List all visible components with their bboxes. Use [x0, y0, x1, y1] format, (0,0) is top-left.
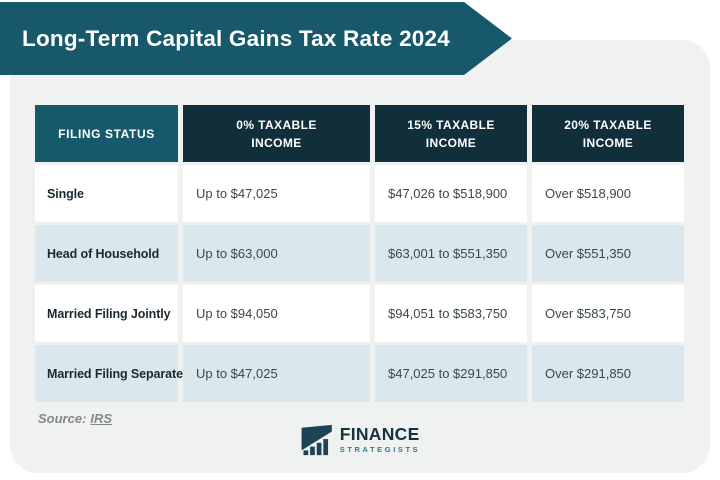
table-cell: $94,051 to $583,750	[375, 285, 527, 342]
table-cell: Over $291,850	[532, 345, 684, 402]
header-20-percent-taxable-income: 20% TAXABLE INCOME	[532, 105, 684, 162]
row-label-single: Single	[35, 165, 178, 222]
table-cell: Up to $94,050	[183, 285, 370, 342]
source-label: Source:	[38, 411, 87, 426]
table-cell: Up to $63,000	[183, 225, 370, 282]
finance-strategists-logo: FINANCE STRATEGISTS	[300, 423, 421, 457]
header-filing-status: FILING STATUS	[35, 105, 178, 162]
tax-rate-table: FILING STATUS 0% TAXABLE INCOME 15% TAXA…	[35, 105, 684, 402]
table-cell: Over $551,350	[532, 225, 684, 282]
table-cell: $47,026 to $518,900	[375, 165, 527, 222]
row-label-married-filing-separately: Married Filing Separately	[35, 345, 193, 402]
table-cell: Over $518,900	[532, 165, 684, 222]
table-cell: $63,001 to $551,350	[375, 225, 527, 282]
header-15-percent-taxable-income: 15% TAXABLE INCOME	[375, 105, 527, 162]
table-cell: $47,025 to $291,850	[375, 345, 527, 402]
logo-wordmark: FINANCE STRATEGISTS	[340, 426, 421, 454]
row-label-married-filing-jointly: Married Filing Jointly	[35, 285, 178, 342]
table-cell: Over $583,750	[532, 285, 684, 342]
bar-chart-growth-icon	[301, 424, 332, 456]
title-banner: Long-Term Capital Gains Tax Rate 2024	[0, 2, 512, 75]
page-title: Long-Term Capital Gains Tax Rate 2024	[22, 25, 450, 51]
logo-line1: FINANCE	[339, 424, 420, 445]
row-label-head-of-household: Head of Household	[35, 225, 178, 282]
table-cell: Up to $47,025	[183, 345, 370, 402]
header-0-percent-taxable-income: 0% TAXABLE INCOME	[183, 105, 370, 162]
source-note: Source: IRS	[38, 411, 112, 426]
source-link[interactable]: IRS	[90, 411, 113, 426]
logo-line2: STRATEGISTS	[339, 445, 421, 455]
table-cell: Up to $47,025	[183, 165, 370, 222]
